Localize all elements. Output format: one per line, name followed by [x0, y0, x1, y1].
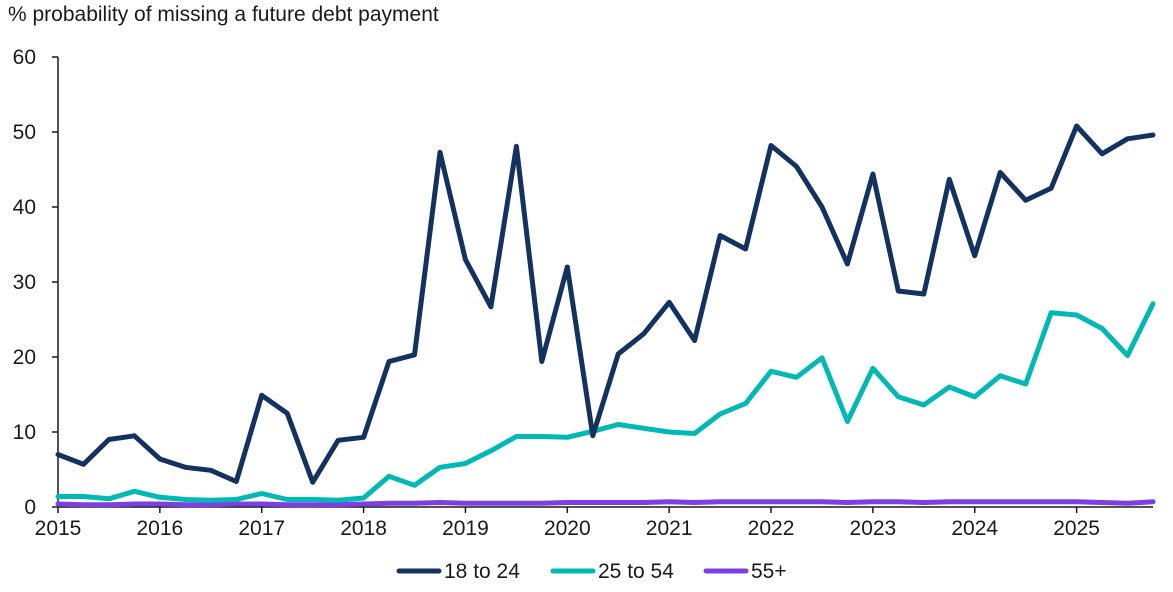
x-axis-ticks: 2015 2016 2017 2018 2019 2020 2021 2022 2023 2024…: [35, 507, 1100, 540]
legend: 18 to 24 25 to 54 55+: [396, 560, 787, 583]
y-axis-ticks: 0 10 20 30 40 50 60: [13, 46, 58, 519]
y-tick-label: 40: [13, 196, 36, 219]
series-line: [55, 123, 1156, 485]
x-tick-label: 2015: [35, 517, 82, 540]
x-tick-label: 2022: [748, 517, 795, 540]
legend-label: 25 to 54: [598, 560, 674, 583]
x-tick-label: 2019: [442, 517, 489, 540]
x-tick-label: 2018: [340, 517, 387, 540]
x-tick-label: 2025: [1053, 517, 1100, 540]
legend-label: 55+: [751, 560, 787, 583]
series-line: [55, 301, 1156, 503]
series-line: [55, 499, 1156, 508]
legend-label: 18 to 24: [444, 560, 520, 583]
y-tick-label: 20: [13, 346, 36, 369]
y-tick-label: 30: [13, 271, 36, 294]
y-tick-label: 10: [13, 421, 36, 444]
y-axis-title: % probability of missing a future debt p…: [8, 3, 439, 26]
y-tick-label: 0: [24, 496, 36, 519]
x-tick-label: 2017: [238, 517, 285, 540]
x-tick-label: 2021: [646, 517, 693, 540]
y-tick-label: 50: [13, 121, 36, 144]
axes: [57, 57, 1153, 508]
series-lines: [55, 123, 1156, 508]
x-tick-label: 2024: [951, 517, 998, 540]
y-tick-label: 60: [13, 46, 36, 69]
x-tick-label: 2023: [850, 517, 897, 540]
x-tick-label: 2020: [544, 517, 591, 540]
x-tick-label: 2016: [137, 517, 184, 540]
